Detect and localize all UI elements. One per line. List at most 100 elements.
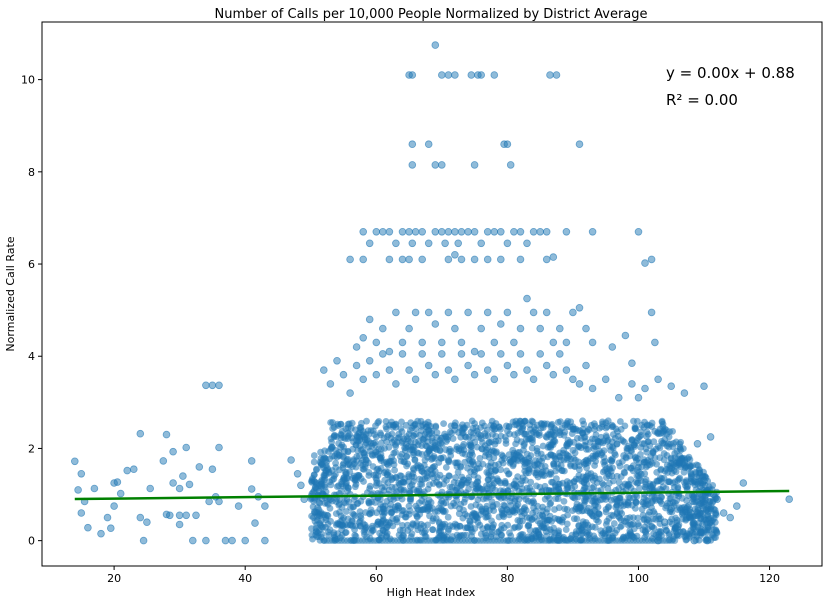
scatter-point [529,375,538,384]
scatter-point [584,470,592,477]
scatter-point [648,423,656,430]
scatter-point [495,460,503,468]
scatter-point [351,483,359,491]
scatter-point [397,457,405,465]
scatter-point [636,484,643,492]
x-tick-label: 80 [500,572,514,585]
scatter-point [557,418,564,425]
scatter-point [446,483,454,491]
scatter-point [425,430,433,438]
scatter-point [311,496,319,503]
scatter-point [538,457,546,465]
scatter-point [694,462,702,469]
scatter-point [169,447,177,456]
scatter-point [208,381,217,390]
scatter-point [555,350,564,358]
y-tick-label: 0 [28,535,35,548]
scatter-point [464,228,472,236]
scatter-point [71,457,79,466]
scatter-point [364,489,371,496]
x-tick-label: 100 [628,572,649,585]
scatter-point [375,480,383,487]
scatter-point [451,375,459,384]
scatter-point [431,320,440,328]
scatter-point [446,522,454,530]
scatter-point [392,380,400,388]
scatter-point [533,447,541,455]
scatter-point [366,482,374,490]
scatter-point [621,331,630,340]
scatter-point [330,475,338,483]
scatter-point [685,502,693,509]
scatter-point [534,528,542,536]
scatter-point [486,481,493,488]
scatter-point [441,430,448,438]
scatter-point [569,425,577,433]
scatter-point [321,475,329,482]
scatter-point [647,255,656,264]
scatter-point [407,419,415,427]
scatter-point [580,486,587,494]
scatter-point [357,514,365,522]
scatter-point [426,445,434,452]
scatter-point [473,443,481,451]
scatter-point [251,519,259,527]
scatter-point [687,509,695,517]
scatter-point [574,443,582,451]
x-tick-label: 40 [238,572,252,585]
scatter-point [615,459,623,467]
scatter-point [470,471,478,479]
scatter-point [647,458,655,465]
scatter-point [490,338,499,347]
scatter-point [647,308,656,317]
scatter-point [621,469,628,477]
scatter-point [293,469,302,478]
scatter-point [632,424,639,432]
scatter-point [476,454,484,462]
scatter-point [542,255,551,264]
scatter-point [215,443,223,452]
scatter-point [578,530,586,538]
scatter-point [654,536,662,545]
scatter-point [287,456,295,464]
y-tick-label: 8 [28,166,35,179]
scatter-point [404,521,411,529]
scatter-point [667,382,675,391]
scatter-point [326,380,335,388]
scatter-point [460,440,468,448]
scatter-point [683,485,691,493]
scatter-point [693,439,702,448]
scatter-point [477,530,485,538]
scatter-point [460,498,468,506]
scatter-point [405,255,413,264]
scatter-point [460,531,467,539]
x-axis-label: High Heat Index [387,586,476,599]
scatter-point [418,338,427,347]
scatter-point [103,513,112,522]
scatter-point [335,451,343,459]
scatter-point [405,366,413,374]
scatter-point [518,507,526,515]
scatter-point [489,447,496,454]
scatter-point [415,450,423,457]
scatter-point [597,438,605,446]
scatter-point [429,464,436,472]
scatter-point [630,525,638,533]
scatter-point [458,481,466,489]
scatter-point [424,485,432,493]
scatter-point [398,338,407,347]
scatter-point [383,433,391,440]
scatter-point [700,382,708,391]
scatter-point [673,522,682,531]
scatter-point [342,529,350,536]
scatter-point [413,488,421,495]
scatter-point [365,431,373,438]
scatter-point [454,468,462,476]
scatter-point [575,522,583,529]
scatter-point [590,497,597,505]
scatter-point [673,531,681,539]
scatter-point [208,465,217,474]
scatter-point [405,502,413,510]
scatter-point [451,459,459,467]
scatter-point [631,443,639,450]
